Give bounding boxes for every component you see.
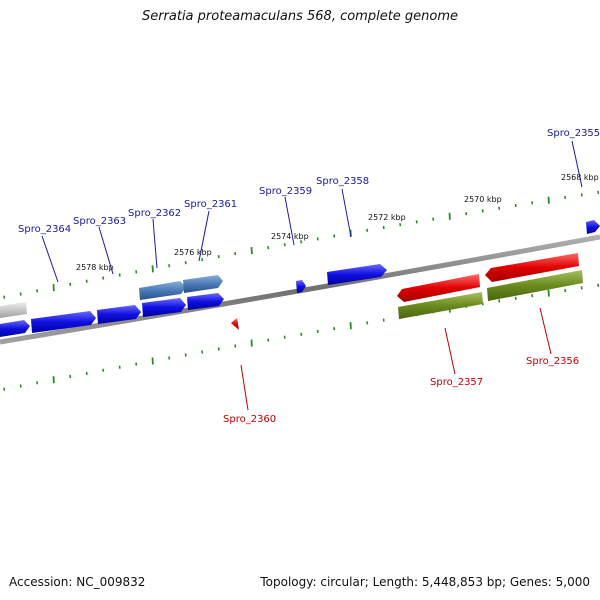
scale-label-2574: 2574 kbp xyxy=(271,232,309,241)
leader-spro-2362 xyxy=(152,218,158,269)
label-spro-2359[interactable]: Spro_2359 xyxy=(259,186,312,197)
leader-spro-2357 xyxy=(444,327,456,375)
reverse-strand-genes xyxy=(231,253,583,330)
scale-label-2576: 2576 kbp xyxy=(174,248,212,257)
label-spro-2356[interactable]: Spro_2356 xyxy=(526,356,579,367)
gene-spro-2355[interactable] xyxy=(586,220,600,234)
leader-spro-2364 xyxy=(41,235,59,283)
scale-label-2570: 2570 kbp xyxy=(464,195,502,204)
leader-spro-2360 xyxy=(240,364,249,411)
map-title: Serratia proteamaculans 568, complete ge… xyxy=(141,9,459,24)
feature-green-right[interactable] xyxy=(487,270,583,301)
scale-label-2572: 2572 kbp xyxy=(368,213,406,222)
genome-summary-text: Topology: circular; Length: 5,448,853 bp… xyxy=(260,575,590,589)
label-spro-2357[interactable]: Spro_2357 xyxy=(430,377,483,388)
leader-spro-2363 xyxy=(98,226,114,275)
gene-forward-b[interactable] xyxy=(142,298,186,317)
label-spro-2355[interactable]: Spro_2355 xyxy=(547,128,600,139)
label-spro-2362[interactable]: Spro_2362 xyxy=(128,208,181,219)
forward-strand-genes xyxy=(0,220,600,337)
gene-spro-2362[interactable] xyxy=(139,281,186,300)
inner-tick-track xyxy=(3,283,600,391)
leader-spro-2359 xyxy=(284,196,295,246)
gene-faded-left[interactable] xyxy=(0,302,27,318)
scale-label-2578: 2578 kbp xyxy=(76,263,114,272)
gene-forward-c[interactable] xyxy=(187,293,224,310)
leader-spro-2355 xyxy=(571,140,583,188)
leader-spro-2361 xyxy=(198,210,210,262)
scale-labels: 2578 kbp 2576 kbp 2574 kbp 2572 kbp 2570… xyxy=(76,173,599,272)
gene-spro-2363[interactable] xyxy=(97,305,141,324)
label-spro-2364[interactable]: Spro_2364 xyxy=(18,224,71,235)
leader-spro-2356 xyxy=(539,307,552,355)
gene-labels: Spro_2364 Spro_2363 Spro_2362 Spro_2361 … xyxy=(18,128,600,425)
label-spro-2361[interactable]: Spro_2361 xyxy=(184,199,237,210)
label-spro-2363[interactable]: Spro_2363 xyxy=(73,216,126,227)
label-leaders xyxy=(41,140,583,411)
gene-spro-2359[interactable] xyxy=(296,280,306,293)
gene-spro-2357[interactable] xyxy=(397,274,480,302)
gene-partial-left[interactable] xyxy=(0,320,30,337)
gene-spro-2358[interactable] xyxy=(327,264,387,285)
gene-spro-2364[interactable] xyxy=(31,311,96,333)
label-spro-2358[interactable]: Spro_2358 xyxy=(316,176,369,187)
feature-green-left[interactable] xyxy=(398,292,483,319)
gene-spro-2356[interactable] xyxy=(485,253,579,282)
gene-spro-2360[interactable] xyxy=(231,318,239,330)
gene-spro-2361[interactable] xyxy=(183,275,223,293)
accession-text: Accession: NC_009832 xyxy=(9,575,146,589)
leader-spro-2358 xyxy=(341,188,352,238)
label-spro-2360[interactable]: Spro_2360 xyxy=(223,414,276,425)
